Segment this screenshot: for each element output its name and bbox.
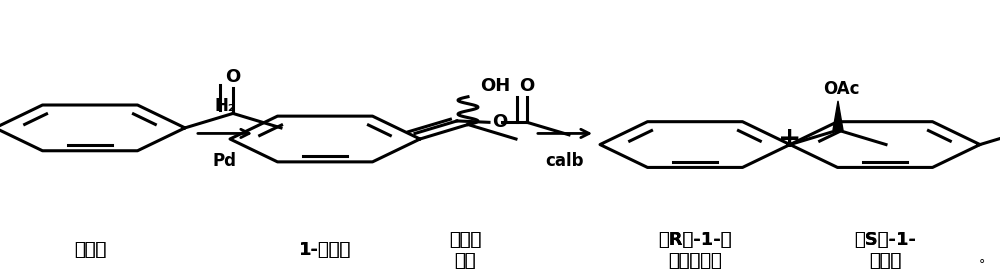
Text: 苯乙酮: 苯乙酮 bbox=[74, 241, 106, 259]
Text: O: O bbox=[492, 113, 507, 131]
Text: （R）-1-苯
乙醇乙酸酩: （R）-1-苯 乙醇乙酸酩 bbox=[658, 231, 732, 270]
Text: +: + bbox=[778, 125, 802, 153]
Text: OH: OH bbox=[480, 76, 510, 95]
Text: 苯乙酮: 苯乙酮 bbox=[74, 241, 106, 259]
Text: °: ° bbox=[979, 258, 985, 270]
Text: （S）-1-
苯乙醇: （S）-1- 苯乙醇 bbox=[854, 231, 916, 270]
Text: 乙酸乙
烯酩: 乙酸乙 烯酩 bbox=[449, 231, 481, 270]
Polygon shape bbox=[833, 101, 843, 130]
Text: calb: calb bbox=[546, 152, 584, 170]
Text: 1-苯乙醇: 1-苯乙醇 bbox=[299, 241, 351, 259]
Text: H₂: H₂ bbox=[214, 97, 236, 115]
Text: O: O bbox=[519, 77, 535, 95]
Text: （R）-1-苯
乙醇乙酸酩: （R）-1-苯 乙醇乙酸酩 bbox=[658, 231, 732, 270]
Text: 1-苯乙醇: 1-苯乙醇 bbox=[299, 241, 351, 259]
Text: O: O bbox=[225, 68, 241, 86]
Text: OAc: OAc bbox=[823, 80, 859, 98]
Text: （S）-1-
苯乙醇: （S）-1- 苯乙醇 bbox=[854, 231, 916, 270]
Text: 乙酸乙
烯酩: 乙酸乙 烯酩 bbox=[449, 231, 481, 270]
Text: Pd: Pd bbox=[213, 152, 237, 170]
